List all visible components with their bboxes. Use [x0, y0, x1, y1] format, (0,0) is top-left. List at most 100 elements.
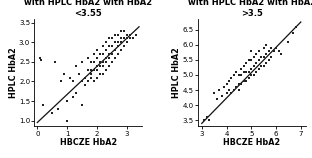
Point	[124, 37, 129, 40]
Point	[256, 59, 261, 61]
X-axis label: HBCZE HbA2: HBCZE HbA2	[223, 138, 280, 147]
Point	[229, 77, 234, 79]
Point	[269, 46, 274, 49]
Point	[65, 119, 70, 122]
Point	[59, 80, 64, 83]
Point	[80, 80, 85, 83]
Point	[246, 59, 251, 61]
Point	[239, 83, 244, 85]
Point	[104, 61, 109, 63]
Point	[107, 65, 112, 67]
Point	[101, 61, 106, 63]
Point	[116, 45, 121, 48]
Point	[107, 45, 112, 48]
Point	[53, 61, 58, 63]
Point	[227, 80, 232, 82]
Point	[98, 61, 103, 63]
Point	[134, 33, 139, 36]
Point	[110, 61, 115, 63]
Y-axis label: HPLC HbA2: HPLC HbA2	[8, 47, 17, 98]
Point	[104, 57, 109, 59]
Point	[246, 71, 251, 73]
Point	[95, 76, 100, 79]
Point	[266, 59, 271, 61]
Point	[92, 53, 97, 55]
Point	[251, 65, 256, 67]
Point	[241, 65, 246, 67]
Point	[104, 41, 109, 44]
Point	[236, 74, 241, 76]
Point	[271, 49, 276, 52]
Point	[62, 72, 67, 75]
Point	[80, 104, 85, 106]
Point	[116, 33, 121, 36]
Point	[74, 92, 79, 94]
Point	[65, 100, 70, 102]
Point	[222, 86, 227, 88]
Point	[261, 46, 266, 49]
Point	[95, 49, 100, 52]
Point	[86, 80, 91, 83]
Point	[98, 53, 103, 55]
Point	[95, 68, 100, 71]
Point	[244, 71, 249, 73]
Point	[119, 49, 124, 52]
Point	[116, 41, 121, 44]
Point	[101, 53, 106, 55]
Point	[261, 65, 266, 67]
Point	[101, 65, 106, 67]
Point	[113, 41, 118, 44]
Point	[130, 37, 135, 40]
Point	[113, 49, 118, 52]
Point	[116, 53, 121, 55]
Point	[234, 86, 239, 88]
Point	[95, 65, 100, 67]
Point	[249, 49, 254, 52]
Point	[261, 55, 266, 58]
Point	[249, 68, 254, 70]
Point	[113, 33, 118, 36]
Point	[276, 49, 281, 52]
Point	[68, 76, 73, 79]
Point	[293, 25, 298, 28]
Point	[229, 92, 234, 94]
Point	[74, 65, 79, 67]
Point	[40, 104, 45, 106]
Point	[119, 37, 124, 40]
Point	[249, 74, 254, 76]
Point	[86, 57, 91, 59]
Point	[92, 80, 97, 83]
Point	[254, 52, 259, 55]
Point	[264, 52, 269, 55]
Point	[124, 41, 129, 44]
Point	[236, 83, 241, 85]
Point	[241, 71, 246, 73]
Point	[291, 31, 296, 34]
Point	[83, 84, 88, 87]
X-axis label: HBCZE HbA2: HBCZE HbA2	[60, 138, 117, 147]
Point	[83, 76, 88, 79]
Point	[128, 37, 133, 40]
Point	[86, 68, 91, 71]
Point	[259, 55, 264, 58]
Point	[107, 57, 112, 59]
Point	[254, 71, 259, 73]
Point	[259, 65, 264, 67]
Point	[236, 89, 241, 91]
Point	[39, 59, 44, 61]
Point	[122, 45, 127, 48]
Point	[71, 80, 76, 83]
Point	[119, 29, 124, 32]
Point	[128, 33, 133, 36]
Point	[122, 29, 127, 32]
Point	[110, 45, 115, 48]
Point	[224, 92, 229, 94]
Point	[122, 37, 127, 40]
Point	[110, 53, 115, 55]
Point	[264, 43, 269, 46]
Point	[110, 37, 115, 40]
Point	[37, 57, 42, 59]
Point	[214, 98, 219, 100]
Point	[286, 40, 291, 43]
Point	[232, 74, 236, 76]
